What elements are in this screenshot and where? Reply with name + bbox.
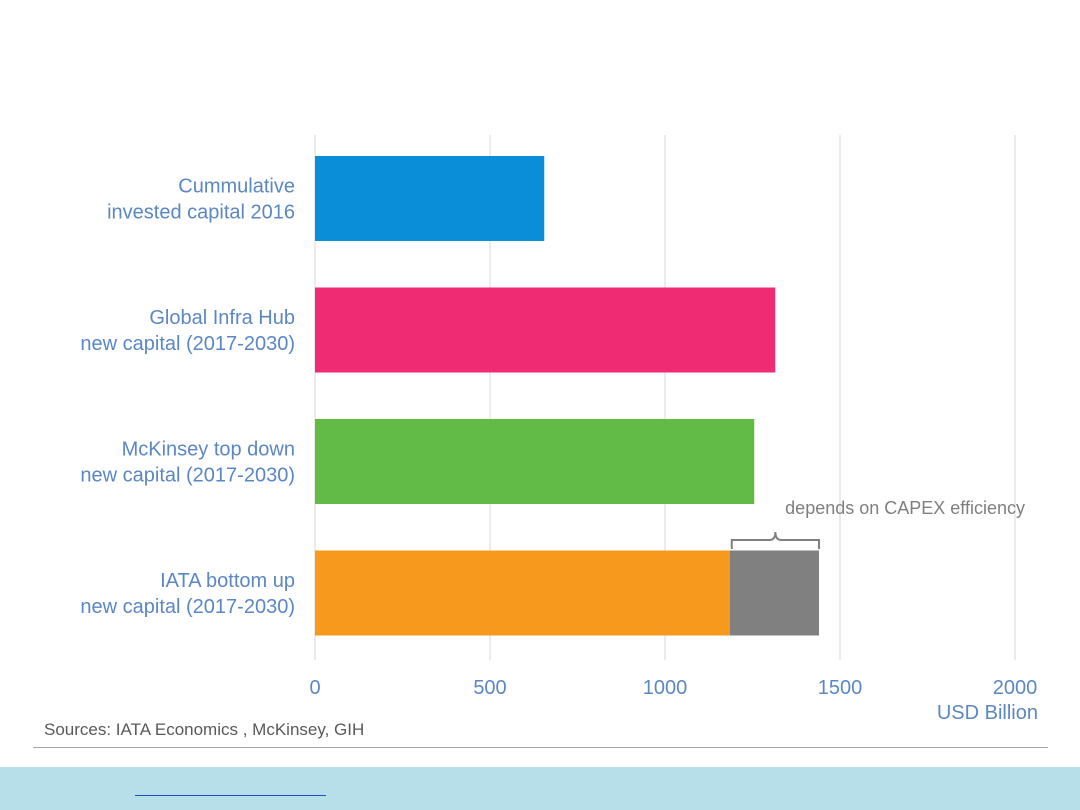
x-tick-labels: 0 500 1000 1500 2000 [309,677,1037,699]
category-labels: Cummulative invested capital 2016 Global I… [80,176,295,619]
bar [315,156,545,241]
capex-annotation: depends on CAPEX efficiency [730,498,1025,549]
divider-line [33,747,1048,748]
category-label: Cummulative invested capital 2016 [107,176,295,224]
category-label: IATA bottom up new capital (2017-2030) [80,570,295,618]
bar [315,550,730,636]
bars [315,156,819,636]
annotation-brace [730,531,820,549]
bar [315,419,755,504]
footer-band [0,767,1080,810]
x-axis-label: USD Billion [937,702,1038,724]
annotation-text: depends on CAPEX efficiency [785,498,1025,518]
category-label: Global Infra Hub new capital (2017-2030) [80,307,295,355]
footer-link[interactable] [135,795,326,796]
category-label: McKinsey top down new capital (2017-2030) [80,439,295,487]
sources-note: Sources: IATA Economics , McKinsey, GIH [44,720,365,739]
x-tick-label: 2000 [993,677,1038,699]
x-tick-label: 500 [473,677,506,699]
x-tick-label: 0 [309,677,320,699]
x-tick-label: 1000 [643,677,688,699]
bar-segment-capex-range [729,550,819,636]
x-tick-label: 1500 [818,677,863,699]
bar [315,287,776,373]
